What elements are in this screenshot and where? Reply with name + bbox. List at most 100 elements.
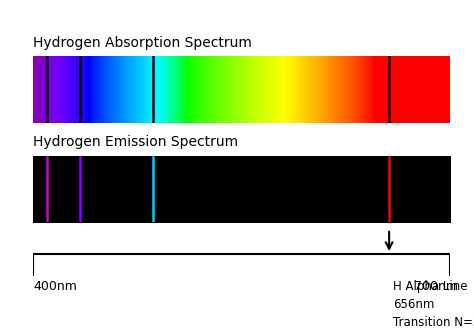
Bar (35, 56, 36, 123)
Bar (349, 56, 350, 123)
Bar (441, 56, 442, 123)
Bar (332, 56, 333, 123)
Bar (361, 56, 362, 123)
Bar (293, 56, 294, 123)
Bar (216, 56, 217, 123)
Bar (399, 56, 400, 123)
Bar (417, 56, 418, 123)
Bar (171, 56, 172, 123)
Bar (368, 56, 369, 123)
Bar (325, 56, 326, 123)
Bar (83, 56, 84, 123)
Bar (104, 56, 105, 123)
Bar (173, 56, 174, 123)
Bar (404, 56, 405, 123)
Bar (238, 56, 239, 123)
Bar (172, 56, 173, 123)
Bar (248, 56, 249, 123)
Bar (194, 56, 195, 123)
Bar (57, 56, 58, 123)
Bar (115, 56, 116, 123)
Bar (391, 56, 392, 123)
Bar (212, 56, 213, 123)
Bar (300, 56, 301, 123)
Bar (313, 56, 314, 123)
Text: Hydrogen Absorption Spectrum: Hydrogen Absorption Spectrum (33, 36, 252, 50)
Bar (392, 56, 393, 123)
Bar (63, 56, 64, 123)
Bar (307, 56, 308, 123)
Bar (114, 56, 115, 123)
Bar (380, 56, 381, 123)
Bar (50, 56, 51, 123)
Bar (51, 56, 52, 123)
Bar (92, 56, 93, 123)
Bar (93, 56, 94, 123)
Bar (237, 56, 238, 123)
Bar (149, 56, 150, 123)
Bar (280, 56, 281, 123)
Bar (228, 56, 229, 123)
Bar (197, 56, 198, 123)
Bar (319, 56, 320, 123)
Bar (354, 56, 355, 123)
Bar (235, 56, 236, 123)
Bar (74, 56, 75, 123)
Bar (221, 56, 222, 123)
Bar (442, 56, 443, 123)
Bar (49, 56, 50, 123)
Bar (147, 56, 148, 123)
Bar (302, 56, 303, 123)
Bar (258, 56, 259, 123)
Bar (169, 56, 170, 123)
Bar (42, 56, 43, 123)
Bar (181, 56, 182, 123)
Bar (286, 56, 287, 123)
Bar (180, 56, 181, 123)
Bar (372, 56, 373, 123)
Bar (45, 56, 46, 123)
Bar (331, 56, 332, 123)
Bar (345, 56, 346, 123)
Bar (371, 56, 372, 123)
Bar (360, 56, 361, 123)
Bar (323, 56, 324, 123)
Bar (251, 56, 252, 123)
Bar (128, 56, 129, 123)
Bar (164, 56, 165, 123)
Bar (151, 56, 152, 123)
Bar (143, 56, 144, 123)
Bar (203, 56, 204, 123)
Bar (204, 56, 205, 123)
Bar (160, 56, 161, 123)
Bar (444, 56, 445, 123)
Bar (66, 56, 67, 123)
Bar (298, 56, 299, 123)
Bar (301, 56, 302, 123)
Bar (272, 56, 273, 123)
Bar (87, 56, 88, 123)
Bar (119, 56, 120, 123)
Bar (370, 56, 371, 123)
Bar (33, 56, 34, 123)
Bar (201, 56, 202, 123)
Bar (217, 56, 218, 123)
Bar (320, 56, 321, 123)
Bar (64, 56, 65, 123)
Bar (333, 56, 334, 123)
Bar (292, 56, 293, 123)
Bar (218, 56, 219, 123)
Bar (394, 56, 395, 123)
Bar (338, 56, 339, 123)
Bar (421, 56, 422, 123)
Bar (423, 56, 424, 123)
Bar (142, 56, 143, 123)
Bar (287, 56, 288, 123)
Bar (303, 56, 304, 123)
Bar (135, 56, 136, 123)
Bar (222, 56, 223, 123)
Bar (239, 56, 240, 123)
Bar (326, 56, 327, 123)
Bar (284, 56, 285, 123)
Bar (378, 56, 379, 123)
